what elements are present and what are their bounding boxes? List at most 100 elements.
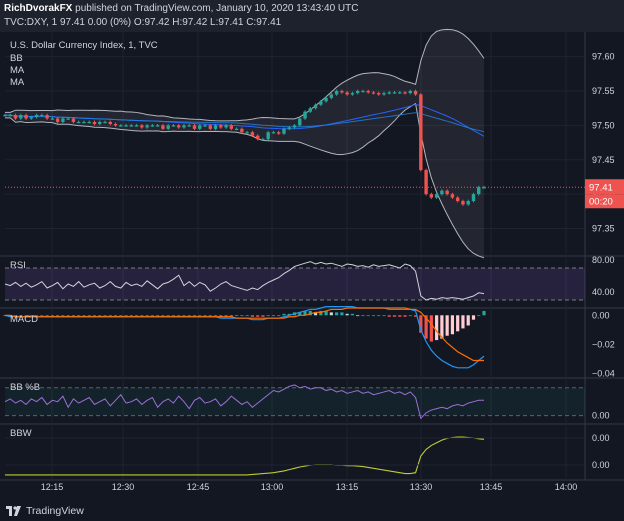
macd-histogram-bar xyxy=(235,315,239,317)
macd-histogram-bar xyxy=(40,315,44,317)
macd-histogram-bar xyxy=(45,315,49,317)
candle-body xyxy=(182,125,186,128)
candle-body xyxy=(119,125,123,127)
candle-body xyxy=(434,194,439,198)
macd-histogram-bar xyxy=(382,315,386,317)
macd-histogram-bar xyxy=(329,312,333,316)
macd-histogram-bar xyxy=(419,315,423,333)
candle-body xyxy=(198,125,202,129)
macd-histogram-bar xyxy=(224,315,228,317)
bollinger-band-fill xyxy=(5,29,484,258)
candle-body xyxy=(166,125,170,129)
candle-body xyxy=(424,170,428,195)
candle-body xyxy=(19,115,23,119)
candle-body xyxy=(361,91,365,93)
candle-body xyxy=(245,132,249,134)
bbw-label[interactable]: BBW xyxy=(10,428,32,439)
bbpct-line xyxy=(4,384,484,420)
candle-body xyxy=(387,92,391,94)
macd-histogram-bar xyxy=(435,315,439,341)
macd-histogram-bar xyxy=(345,313,349,316)
candle-body xyxy=(108,121,112,124)
candle-body xyxy=(250,132,255,136)
countdown-badge xyxy=(585,194,624,209)
candle-body xyxy=(445,190,449,195)
candle-body xyxy=(303,111,307,119)
macd-histogram-bar xyxy=(124,315,128,317)
candle-body xyxy=(324,97,328,102)
candle-body xyxy=(340,91,344,93)
candle-body xyxy=(234,128,239,131)
macd-histogram-bar xyxy=(298,312,302,316)
rsi-label[interactable]: RSI xyxy=(10,260,26,271)
tradingview-brand[interactable]: TradingView xyxy=(6,505,84,517)
y-tick-label: 0.00 xyxy=(592,310,610,320)
candle-body xyxy=(171,125,176,127)
rsi-band-fill xyxy=(5,268,585,300)
candle-body xyxy=(271,132,276,134)
macd-histogram-bar xyxy=(34,315,39,317)
macd-histogram-bar xyxy=(71,315,76,317)
candle-body xyxy=(155,125,160,127)
y-tick-label: 97.45 xyxy=(592,155,615,165)
macd-histogram-bar xyxy=(361,315,365,317)
candle-body xyxy=(471,194,476,201)
candle-body xyxy=(113,124,118,126)
candle-body xyxy=(71,118,76,122)
candle-body xyxy=(308,108,312,112)
ma-label-1[interactable]: MA xyxy=(10,65,25,76)
candle-body xyxy=(419,94,423,171)
candle-body xyxy=(61,118,65,122)
macd-histogram-bar xyxy=(303,310,307,316)
candle-body xyxy=(50,118,55,120)
candle-body xyxy=(345,92,349,95)
macd-histogram-bar xyxy=(266,315,270,317)
macd-histogram-bar xyxy=(192,315,197,317)
candle-body xyxy=(34,115,39,118)
macd-histogram-bar xyxy=(13,315,18,317)
candle-body xyxy=(129,125,134,127)
bb-label[interactable]: BB xyxy=(10,53,23,64)
candle-body xyxy=(150,125,155,127)
macd-histogram-bar xyxy=(66,315,70,317)
candle-body xyxy=(145,125,149,128)
macd-histogram-bar xyxy=(461,315,465,329)
macd-histogram-bar xyxy=(250,315,254,317)
candle-body xyxy=(76,121,81,124)
macd-histogram-bar xyxy=(208,315,212,317)
x-tick-label: 13:15 xyxy=(336,482,359,492)
macd-histogram-bar xyxy=(166,315,170,317)
macd-histogram-bar xyxy=(313,312,318,316)
candle-body xyxy=(255,135,260,140)
y-tick-label: 0.00 xyxy=(592,433,610,443)
macd-histogram-bar xyxy=(24,315,28,317)
macd-histogram-bar xyxy=(466,315,470,326)
symbol-title[interactable]: U.S. Dollar Currency Index, 1, TVC xyxy=(10,40,158,51)
rsi-line xyxy=(4,261,485,301)
macd-histogram-bar xyxy=(198,315,202,317)
candle-body xyxy=(440,190,444,195)
candle-body xyxy=(455,197,460,201)
candle-body xyxy=(261,139,265,141)
candle-body xyxy=(66,118,70,120)
y-tick-label: 97.50 xyxy=(592,120,615,130)
candle-body xyxy=(3,115,7,117)
macd-histogram-bar xyxy=(308,310,312,316)
macd-histogram-bar xyxy=(145,315,149,317)
candle-body xyxy=(413,91,418,95)
publish-info: published on TradingView.com, January 10… xyxy=(75,3,359,14)
candle-body xyxy=(298,118,302,126)
macd-histogram-bar xyxy=(187,315,191,317)
author-name[interactable]: RichDvorakFX xyxy=(4,3,73,14)
macd-histogram-bar xyxy=(92,315,97,317)
candle-body xyxy=(429,194,434,198)
macd-label[interactable]: MACD xyxy=(10,314,38,325)
bbpct-label[interactable]: BB %B xyxy=(10,382,41,393)
ma-label-2[interactable]: MA xyxy=(10,77,25,88)
macd-histogram-bar xyxy=(424,315,428,339)
macd-histogram-bar xyxy=(240,315,244,317)
candle-body xyxy=(366,91,370,93)
macd-histogram-bar xyxy=(366,315,370,317)
